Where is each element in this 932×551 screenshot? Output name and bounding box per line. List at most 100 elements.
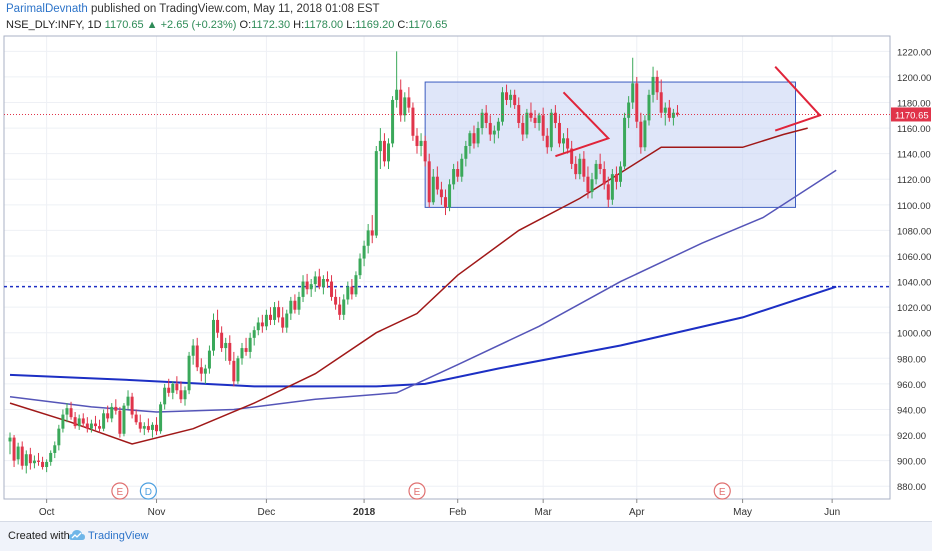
candle-body [557,122,561,144]
candle-body [639,121,643,148]
candle-body [675,112,679,115]
candle [484,105,488,129]
candle [643,115,647,152]
triangle-pattern [774,66,822,132]
candle-body [614,174,618,182]
candle-body [399,89,403,116]
y-tick-label: 1220.00 [897,47,931,58]
candle [252,326,256,346]
candle-body [456,169,460,177]
candle [395,51,399,108]
candle [207,345,211,374]
candle-body [480,112,484,129]
candle [570,140,574,170]
candle-body [106,413,110,419]
event-circle [111,482,129,500]
candle [614,166,618,190]
candle [346,281,350,305]
candle [122,403,126,437]
tradingview-brand[interactable]: TradingView [88,530,149,542]
candle [529,102,533,122]
candle [627,96,631,129]
candle-body [305,281,309,290]
candle [631,57,635,109]
triangle-annotations[interactable] [555,66,822,158]
candle-body [570,148,574,164]
candle [61,409,65,433]
candle [330,275,334,301]
candle [553,105,557,129]
candle-body [207,350,211,369]
candle [175,376,179,395]
time-axis[interactable]: Oct Nov Dec 2018 Feb Mar Apr May Jun [39,499,840,518]
ohlc-line: NSE_DLY:INFY, 1D 1170.65 ▲ +2.65 (+0.23%… [6,19,447,31]
tradingview-logo-icon[interactable] [68,529,86,548]
candle-body [346,286,350,300]
candle [350,279,354,300]
candle [28,447,32,470]
candle-body [598,163,602,170]
candle [321,275,325,295]
candle [639,112,643,154]
candle-body [285,313,289,328]
candle [399,79,403,122]
event-letter: E [117,487,124,498]
candle [224,337,228,361]
candle-body [443,197,447,208]
candle [431,169,435,205]
candle-body [415,135,419,146]
y-tick-label: 920.00 [897,431,926,442]
candle-body [431,176,435,203]
candle-body [407,97,411,108]
candle [167,378,171,397]
candle-body [155,424,159,432]
candle [277,300,281,323]
candle [635,76,639,129]
candle [651,66,655,103]
candle-body [663,107,667,113]
candle-body [179,390,183,400]
candle-body [610,174,614,200]
candle-body [619,166,622,182]
candle-body [521,122,525,135]
candle-body [313,276,317,285]
candle-body [122,405,126,434]
candle [41,456,45,470]
candle-body [549,112,553,148]
range-box-rect [424,81,797,208]
event-letter: E [414,487,421,498]
candle-body [224,342,228,349]
candle-body [301,281,305,297]
candle-body [423,140,427,162]
candle [443,189,447,216]
author-link[interactable]: ParimalDevnath [6,3,88,15]
candle-body [146,426,150,430]
candle [505,84,509,106]
symbol-label[interactable]: NSE_DLY:INFY, 1D [6,19,102,31]
high-label: H: [293,19,305,31]
range-box[interactable] [424,81,797,208]
price-chart[interactable]: 1220.00 1200.00 1180.00 1160.00 1140.00 1120.… [0,0,932,521]
candle-body [273,307,277,320]
candle [623,112,627,170]
candle [496,117,500,139]
price-axis[interactable]: 1220.00 1200.00 1180.00 1160.00 1140.00 1120.… [891,47,931,493]
candle-body [382,140,386,162]
candle [334,289,338,310]
candle-body [118,410,122,434]
candle [513,89,517,109]
candle-body [175,383,179,391]
candle-body [191,345,195,356]
candle-body [69,408,73,418]
candle [378,128,382,170]
candle-body [216,319,220,333]
candle [419,133,423,157]
candle-body [509,94,513,100]
candle [228,335,232,365]
candle [374,145,378,239]
y-tick-label: 1160.00 [897,124,931,135]
candle-body [594,163,598,180]
candle [244,337,248,356]
candle [659,79,663,118]
